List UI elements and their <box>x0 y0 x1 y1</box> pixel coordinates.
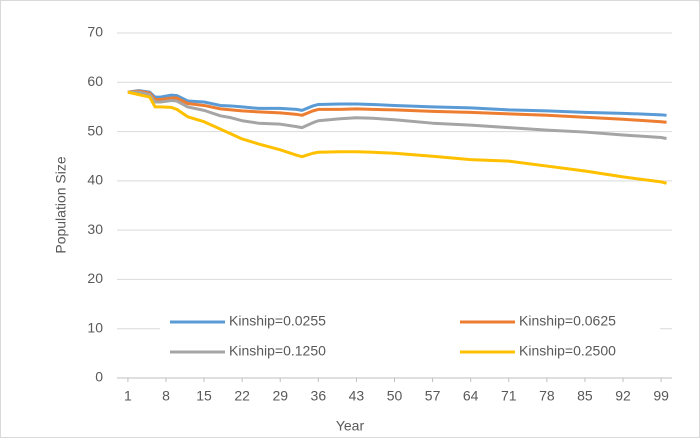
series-line <box>127 90 667 140</box>
legend-label: Kinship=0.1250 <box>229 343 326 359</box>
y-tick-label: 20 <box>87 270 103 286</box>
y-tick-label: 0 <box>95 369 103 385</box>
x-tick-label: 36 <box>311 388 327 404</box>
x-tick-label: 64 <box>463 388 479 404</box>
x-tick-label: 15 <box>196 388 212 404</box>
series-line <box>127 90 667 185</box>
y-tick-label: 30 <box>87 221 103 237</box>
x-tick-label: 57 <box>425 388 441 404</box>
y-tick-label: 70 <box>87 24 103 40</box>
y-tick-label: 50 <box>87 122 103 138</box>
x-tick-label: 92 <box>615 388 631 404</box>
y-tick-label: 10 <box>87 319 103 335</box>
x-tick-label: 1 <box>124 388 132 404</box>
x-tick-label: 43 <box>349 388 365 404</box>
x-tick-label: 22 <box>234 388 250 404</box>
x-tick-label: 99 <box>653 388 669 404</box>
series-line <box>127 89 667 117</box>
legend-label: Kinship=0.0625 <box>519 313 616 329</box>
x-tick-label: 71 <box>501 388 517 404</box>
x-tick-label: 85 <box>577 388 593 404</box>
legend-label: Kinship=0.2500 <box>519 343 616 359</box>
y-tick-label: 60 <box>87 73 103 89</box>
legend-label: Kinship=0.0255 <box>229 313 326 329</box>
y-tick-label: 40 <box>87 172 103 188</box>
x-tick-label: 29 <box>272 388 288 404</box>
legend-box <box>160 305 660 368</box>
series-line <box>127 89 667 124</box>
x-tick-label: 50 <box>387 388 403 404</box>
x-tick-label: 8 <box>162 388 170 404</box>
y-axis-label: Population Size <box>53 156 69 254</box>
x-axis-label: Year <box>336 418 365 434</box>
x-tick-label: 78 <box>539 388 555 404</box>
